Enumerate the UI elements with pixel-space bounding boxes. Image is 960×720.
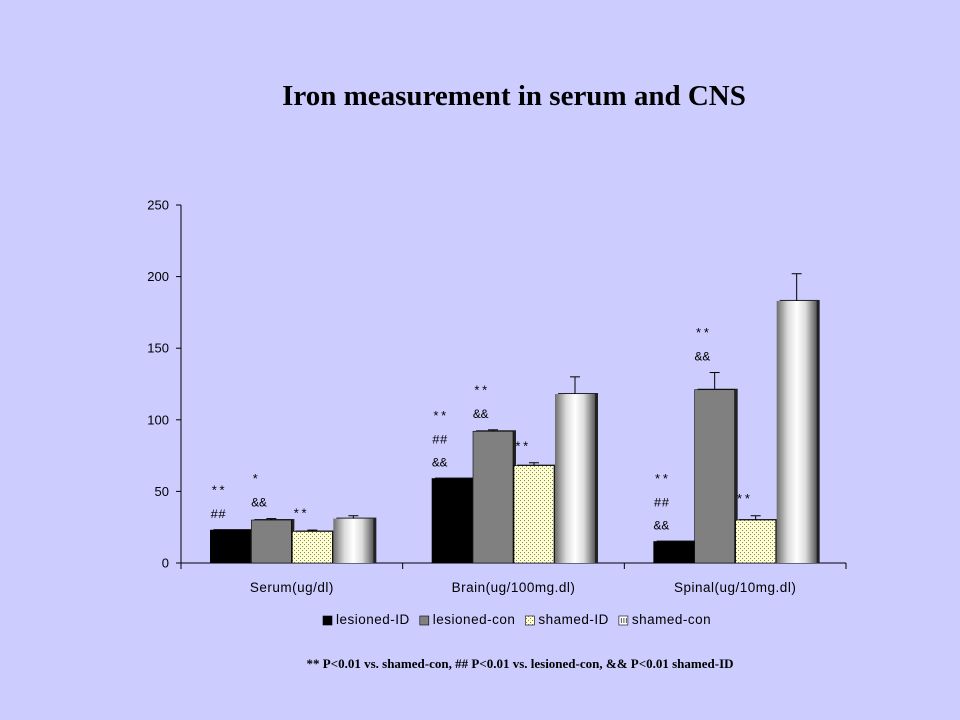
y-tick-label: 200 [147,269,169,284]
legend-swatch-stripe [620,618,622,623]
footnote: ** P<0.01 vs. shamed-con, ## P<0.01 vs. … [306,656,734,671]
bar-shamed-ID [292,531,333,564]
legend-swatch [525,615,535,626]
significance-label: ## [432,433,448,448]
legend-swatch [419,615,430,626]
legend-label: lesioned-con [433,612,516,627]
bar-shamed-ID [513,465,555,564]
significance-label: && [473,407,489,422]
bar-lesioned-ID [431,478,473,564]
x-tick-label: Spinal(ug/10mg.dl) [674,580,796,595]
significance-label: ** [695,327,711,342]
significance-label: ** [210,484,226,499]
bar-shamed-ID [735,519,776,564]
significance-label: ** [292,507,308,522]
significance-label: * [251,473,259,488]
x-tick-label: Brain(ug/100mg.dl) [452,580,576,595]
significance-label: && [251,496,267,511]
x-tick-label: Serum(ug/dl) [250,580,334,595]
y-tick-label: 50 [155,484,169,499]
y-tick-label: 100 [147,412,169,427]
significance-label: ## [210,507,226,522]
y-tick-label: 250 [147,198,169,213]
significance-label: ** [473,384,489,399]
significance-label: && [432,456,448,471]
significance-label: ## [654,496,670,511]
significance-label: ** [514,440,530,455]
bar-lesioned-ID [210,529,251,564]
significance-label: && [654,519,670,534]
bar-lesioned-con [694,389,735,564]
bar-lesioned-ID [653,541,694,564]
bar-lesioned-con [251,519,292,564]
bar-shamed-con [555,394,595,563]
legend-label: lesioned-ID [336,612,410,627]
y-tick-label: 150 [147,341,169,356]
legend-item: lesioned-ID [322,612,410,627]
significance-label: && [695,350,711,365]
legend-label: shamed-con [632,612,711,627]
legend-label: shamed-ID [538,612,609,627]
bar-shamed-con [776,300,817,563]
legend-item: lesioned-con [419,612,516,627]
significance-label: ** [432,410,448,425]
legend-swatch-stripe [623,618,625,623]
bar-shamed-con [333,518,374,563]
y-tick-label: 0 [162,556,169,571]
legend-item: shamed-con [618,612,711,627]
significance-label: ** [736,493,752,508]
legend-swatch-stripe [625,618,627,623]
bar-lesioned-con [472,430,514,564]
significance-label: ** [654,473,670,488]
legend-item: shamed-ID [525,612,609,627]
legend-swatch [322,615,333,626]
slide-title: Iron measurement in serum and CNS [282,80,746,112]
